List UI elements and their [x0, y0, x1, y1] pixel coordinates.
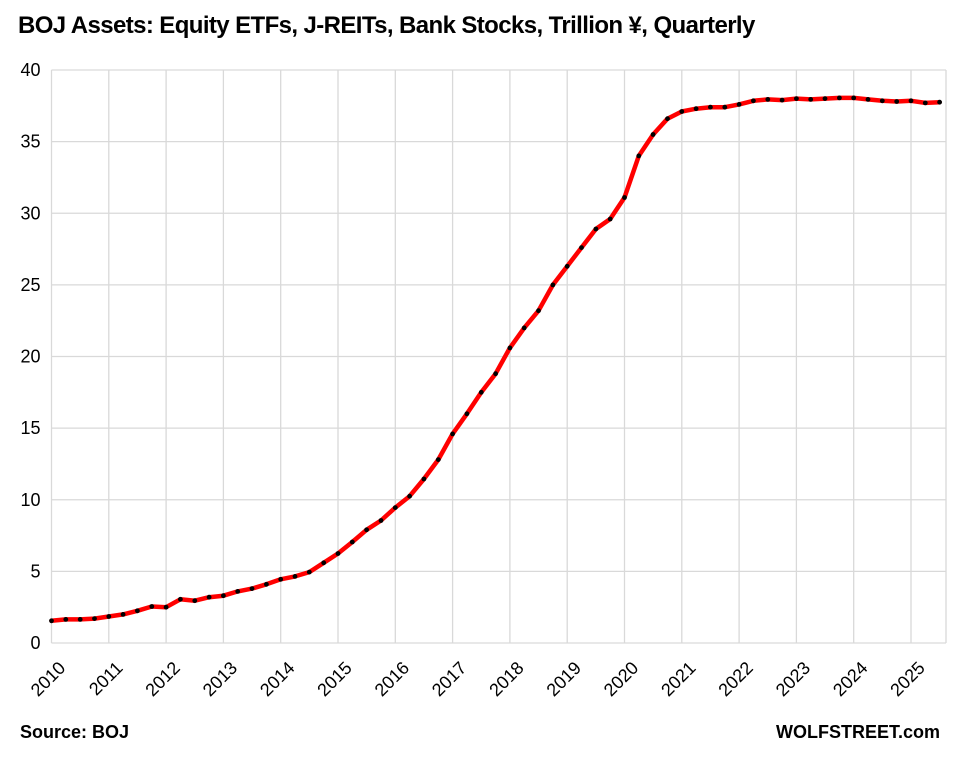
data-point-marker	[278, 576, 284, 582]
data-point-marker	[192, 598, 198, 604]
data-point-marker	[564, 263, 570, 269]
data-point-marker	[665, 116, 670, 122]
x-axis-tick-label: 2023	[772, 658, 814, 700]
data-point-marker	[722, 104, 728, 110]
data-point-marker	[135, 608, 140, 614]
y-axis-tick-label: 0	[30, 633, 40, 653]
data-point-marker	[779, 97, 785, 103]
data-point-marker	[736, 102, 742, 107]
data-point-marker	[206, 594, 212, 600]
data-point-marker	[149, 604, 155, 609]
x-axis-tick-label: 2025	[886, 658, 928, 700]
x-axis-tick-label: 2013	[199, 658, 241, 700]
data-point-marker	[321, 560, 327, 566]
y-axis-tick-label: 30	[20, 203, 40, 223]
x-axis-tick-label: 2015	[313, 658, 355, 700]
data-point-marker	[264, 581, 269, 587]
data-point-marker	[536, 308, 541, 314]
x-axis-tick-label: 2011	[85, 658, 127, 700]
data-point-marker	[794, 96, 799, 101]
data-point-marker	[751, 98, 756, 104]
x-axis-tick-label: 2021	[657, 658, 699, 700]
data-point-marker	[650, 132, 656, 137]
x-axis-tick-label: 2010	[27, 658, 69, 700]
data-point-marker	[837, 95, 842, 101]
data-point-marker	[221, 593, 226, 599]
data-point-marker	[851, 95, 857, 101]
data-point-marker	[92, 616, 97, 621]
data-point-marker	[235, 589, 241, 594]
data-point-marker	[178, 596, 183, 602]
data-point-marker	[507, 345, 513, 351]
data-point-marker	[908, 98, 914, 104]
data-point-marker	[106, 614, 112, 619]
data-point-marker	[435, 457, 441, 462]
y-axis-tick-label: 10	[20, 490, 40, 510]
x-axis-tick-label: 2014	[256, 658, 298, 700]
y-axis-tick-label: 25	[20, 275, 40, 295]
data-point-marker	[607, 216, 613, 222]
data-point-marker	[378, 518, 384, 523]
data-point-marker	[349, 539, 355, 545]
data-point-marker	[693, 106, 699, 112]
data-point-marker	[894, 99, 900, 104]
y-axis-tick-label: 35	[20, 132, 40, 152]
x-axis-tick-label: 2020	[600, 658, 642, 700]
x-axis-tick-label: 2018	[485, 658, 527, 700]
x-axis-tick-label: 2017	[428, 658, 470, 700]
data-point-marker	[306, 569, 312, 575]
data-point-marker	[77, 617, 83, 622]
data-point-marker	[822, 96, 828, 101]
data-point-marker	[622, 195, 627, 200]
data-point-marker	[808, 97, 814, 102]
data-point-marker	[49, 618, 54, 624]
y-axis-tick-label: 20	[20, 347, 40, 367]
data-point-marker	[708, 104, 713, 110]
x-axis-tick-label: 2022	[714, 658, 756, 700]
data-point-marker	[550, 282, 556, 288]
data-point-marker	[865, 97, 871, 102]
data-point-marker	[364, 527, 369, 533]
data-point-marker	[63, 617, 69, 622]
watermark-label: WOLFSTREET.com	[775, 722, 940, 742]
data-point-marker	[421, 476, 427, 482]
data-point-marker	[464, 411, 470, 417]
y-axis-tick-label: 5	[30, 561, 40, 581]
x-axis-tick-label: 2012	[141, 658, 183, 700]
data-point-marker	[478, 389, 484, 395]
data-point-marker	[335, 551, 341, 556]
data-point-marker	[493, 371, 498, 377]
y-axis-tick-label: 40	[20, 60, 40, 80]
data-point-marker	[879, 98, 885, 104]
data-point-marker	[450, 431, 455, 437]
data-point-marker	[249, 586, 255, 591]
data-point-marker	[579, 245, 584, 251]
data-series-line	[49, 95, 942, 624]
data-point-marker	[163, 604, 169, 610]
data-point-marker	[521, 325, 527, 331]
source-label: Source: BOJ	[20, 722, 130, 742]
x-axis-tick-label: 2016	[371, 658, 413, 700]
x-axis-tick-label: 2019	[543, 658, 585, 700]
data-point-marker	[679, 109, 685, 114]
data-point-marker	[765, 97, 771, 102]
data-point-marker	[407, 493, 412, 499]
data-point-marker	[922, 100, 928, 106]
data-point-marker	[636, 153, 642, 159]
y-axis-tick-label: 15	[20, 418, 40, 438]
data-point-marker	[937, 99, 942, 105]
data-point-marker	[120, 612, 126, 617]
chart-title: BOJ Assets: Equity ETFs, J-REITs, Bank S…	[18, 12, 755, 39]
data-point-marker	[392, 505, 398, 510]
x-axis-tick-label: 2024	[829, 658, 871, 700]
data-point-marker	[292, 574, 298, 579]
data-point-marker	[593, 226, 599, 232]
